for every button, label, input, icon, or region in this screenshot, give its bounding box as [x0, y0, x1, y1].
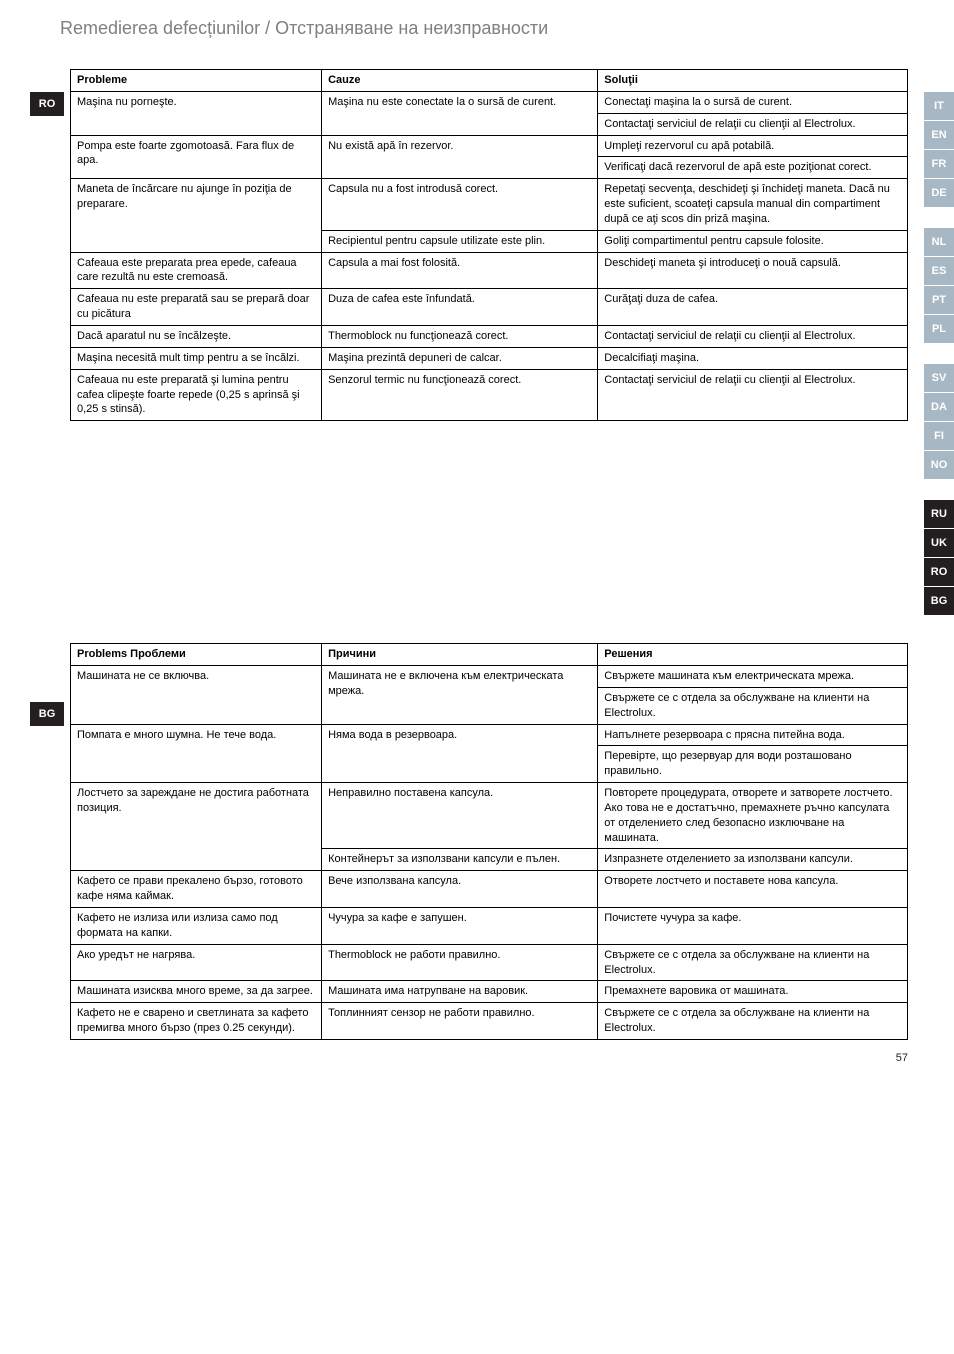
table-cell: Contactaţi serviciul de relaţii cu clien…: [598, 113, 908, 135]
table-cell: Cafeaua este preparata prea epede, cafea…: [71, 252, 322, 289]
th: Probleme: [71, 70, 322, 92]
table-cell: Перевірте, що резервуар для води розташо…: [598, 746, 908, 783]
table-cell: Лостчето за зареждане не достига работна…: [71, 783, 322, 871]
table-cell: Кафето не е сварено и светлината за кафе…: [71, 1003, 322, 1040]
lang-badge-ro: RO: [30, 92, 64, 116]
table-cell: Curăţaţi duza de cafea.: [598, 289, 908, 326]
table-cell: Машината изисква много време, за да загр…: [71, 981, 322, 1003]
table-cell: Thermoblock не работи правилно.: [322, 944, 598, 981]
lang-tab-pt[interactable]: PT: [924, 286, 954, 314]
lang-tab-fi[interactable]: FI: [924, 422, 954, 450]
table-cell: Pompa este foarte zgomotoasă. Fara flux …: [71, 135, 322, 179]
lang-tab-pl[interactable]: PL: [924, 315, 954, 343]
table-cell: Maşina nu porneşte.: [71, 91, 322, 135]
lang-tab-ru[interactable]: RU: [924, 500, 954, 528]
lang-tab-no[interactable]: NO: [924, 451, 954, 479]
table-cell: Nu există apă în rezervor.: [322, 135, 598, 179]
table-cell: Duza de cafea este înfundată.: [322, 289, 598, 326]
lang-tab-ro[interactable]: RO: [924, 558, 954, 586]
table-cell: Свържете се с отдела за обслужване на кл…: [598, 944, 908, 981]
table-cell: Вече използвана капсула.: [322, 871, 598, 908]
table-cell: Cafeaua nu este preparată sau se prepară…: [71, 289, 322, 326]
table-cell: Неправилно поставена капсула.: [322, 783, 598, 849]
lang-tab-uk[interactable]: UK: [924, 529, 954, 557]
table-cell: Кафето не излиза или излиза само под фор…: [71, 908, 322, 945]
table-cell: Свържете се с отдела за обслужване на кл…: [598, 687, 908, 724]
table-cell: Чучура за кафе е запушен.: [322, 908, 598, 945]
table-cell: Свържете се с отдела за обслужване на кл…: [598, 1003, 908, 1040]
table-cell: Топлинният сензор не работи правилно.: [322, 1003, 598, 1040]
troubleshooting-table-ro: Probleme Cauze Soluţii Maşina nu porneşt…: [70, 69, 908, 421]
table-cell: Изпразнете отделението за използвани кап…: [598, 849, 908, 871]
lang-tab-en[interactable]: EN: [924, 121, 954, 149]
table-cell: Maşina prezintă depuneri de calcar.: [322, 347, 598, 369]
table-cell: Thermoblock nu funcţionează corect.: [322, 325, 598, 347]
lang-tab-nl[interactable]: NL: [924, 228, 954, 256]
table-cell: Контейнерът за използвани капсули е пъле…: [322, 849, 598, 871]
table-cell: Напълнете резервоара с прясна питейна во…: [598, 724, 908, 746]
table-cell: Contactaţi serviciul de relaţii cu clien…: [598, 325, 908, 347]
table-cell: Премахнете варовика от машината.: [598, 981, 908, 1003]
lang-tab-da[interactable]: DA: [924, 393, 954, 421]
table-cell: Почистете чучура за кафе.: [598, 908, 908, 945]
th: Причини: [322, 644, 598, 666]
table-cell: Машината не се включва.: [71, 666, 322, 725]
table-cell: Verificaţi dacă rezervorul de apă este p…: [598, 157, 908, 179]
table-cell: Maneta de încărcare nu ajunge în poziţia…: [71, 179, 322, 252]
table-cell: Няма вода в резервоара.: [322, 724, 598, 783]
lang-tab-fr[interactable]: FR: [924, 150, 954, 178]
table-cell: Capsula nu a fost introdusă corect.: [322, 179, 598, 231]
lang-tab-sv[interactable]: SV: [924, 364, 954, 392]
table-cell: Кафето се прави прекалено бързо, готовот…: [71, 871, 322, 908]
table-cell: Dacă aparatul nu se încălzeşte.: [71, 325, 322, 347]
lang-tab-bg[interactable]: BG: [924, 587, 954, 615]
table-cell: Maşina necesită mult timp pentru a se în…: [71, 347, 322, 369]
table-cell: Машината има натрупване на варовик.: [322, 981, 598, 1003]
table-cell: Umpleţi rezervorul cu apă potabilă.: [598, 135, 908, 157]
table-cell: Cafeaua nu este preparată şi lumina pent…: [71, 369, 322, 421]
th: Решения: [598, 644, 908, 666]
table-cell: Repetaţi secvenţa, deschideţi şi închide…: [598, 179, 908, 231]
lang-tab-es[interactable]: ES: [924, 257, 954, 285]
table-cell: Contactaţi serviciul de relaţii cu clien…: [598, 369, 908, 421]
table-cell: Conectaţi maşina la o sursă de curent.: [598, 91, 908, 113]
table-cell: Deschideţi maneta şi introduceţi o nouă …: [598, 252, 908, 289]
table-cell: Decalcifiaţi maşina.: [598, 347, 908, 369]
table-cell: Recipientul pentru capsule utilizate est…: [322, 230, 598, 252]
th: Soluţii: [598, 70, 908, 92]
lang-tab-it[interactable]: IT: [924, 92, 954, 120]
lang-tabs-right: ITENFRDE NLESPTPL SVDAFINO RUUKROBG: [924, 92, 954, 616]
table-cell: Отворете лостчето и поставете нова капсу…: [598, 871, 908, 908]
th: Problems Проблеми: [71, 644, 322, 666]
table-cell: Goliţi compartimentul pentru capsule fol…: [598, 230, 908, 252]
page-title: Remedierea defecțiunilor / Отстраняване …: [0, 0, 954, 69]
table-cell: Машината не е включена към електрическат…: [322, 666, 598, 725]
table-cell: Ако уредът не нагрява.: [71, 944, 322, 981]
page-number: 57: [896, 1052, 908, 1064]
table-cell: Capsula a mai fost folosită.: [322, 252, 598, 289]
th: Cauze: [322, 70, 598, 92]
lang-tab-de[interactable]: DE: [924, 179, 954, 207]
table-cell: Свържете машината към електрическата мре…: [598, 666, 908, 688]
table-cell: Senzorul termic nu funcţionează corect.: [322, 369, 598, 421]
table-cell: Повторете процедурата, отворете и затвор…: [598, 783, 908, 849]
table-cell: Помпата е много шумна. Не тече вода.: [71, 724, 322, 783]
troubleshooting-table-bg: Problems Проблеми Причини Решения Машина…: [70, 643, 908, 1040]
lang-badge-bg: BG: [30, 702, 64, 726]
table-cell: Maşina nu este conectate la o sursă de c…: [322, 91, 598, 135]
